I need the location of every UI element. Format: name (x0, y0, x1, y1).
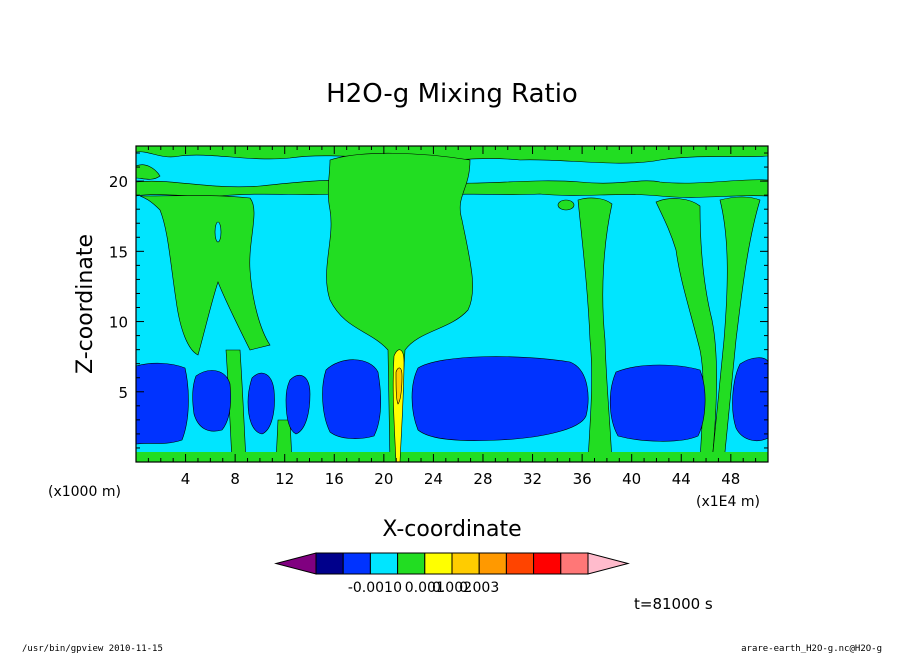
colorbar-swatch-7 (505, 552, 535, 575)
chart-title: H2O-g Mixing Ratio (326, 79, 578, 109)
right-green-column-2 (655, 198, 717, 462)
right-green-column-1 (577, 197, 613, 462)
bottom-green-strip (136, 452, 768, 462)
small-green-eddy (557, 199, 575, 211)
blue-blob-7 (609, 364, 706, 442)
y-axis-label: Z-coordinate (73, 234, 98, 374)
blue-blob-3 (247, 372, 275, 435)
x-unit-right: (x1E4 m) (696, 494, 760, 510)
time-label: t=81000 s (634, 595, 713, 613)
x-tick-label-12: 12 (275, 470, 294, 488)
colorbar-swatch-6 (478, 552, 507, 575)
x-tick-label-20: 20 (374, 470, 393, 488)
small-cyan-eddy (214, 221, 222, 243)
x-unit-left: (x1000 m) (48, 484, 121, 500)
colorbar-swatch-5 (451, 552, 480, 575)
colorbar-swatch-3 (397, 552, 426, 575)
x-tick-label-28: 28 (473, 470, 492, 488)
footer-left: /usr/bin/gpview 2010-11-15 (22, 644, 163, 654)
colorbar-swatch-2 (369, 552, 399, 575)
green-band-cap-left (136, 164, 161, 180)
colorbar-label-2: 0.001 (405, 580, 445, 596)
colorbar-swatch-0 (315, 552, 344, 575)
x-tick-label-16: 16 (325, 470, 344, 488)
plot-area (136, 146, 768, 462)
left-green-region (139, 195, 271, 356)
x-tick-label-48: 48 (721, 470, 740, 488)
colorbar-label-0: -0.001 (348, 580, 393, 596)
y-axis: 5 10 15 20 (109, 152, 768, 449)
colorbar-label-1: 0 (393, 580, 402, 596)
plot-frame (135, 145, 769, 463)
colorbar-arrow-right (587, 552, 630, 575)
x-tick-label-32: 32 (523, 470, 542, 488)
y-tick-label-5: 5 (118, 384, 128, 402)
colorbar-swatch-1 (342, 552, 371, 575)
y-tick-label-15: 15 (109, 243, 128, 261)
colorbar-swatch-4 (424, 552, 453, 575)
x-axis-label: X-coordinate (382, 517, 521, 542)
x-tick-label-44: 44 (672, 470, 691, 488)
colorbar-label-4: 0.003 (459, 580, 499, 596)
blue-blob-1 (136, 362, 189, 445)
x-tick-label-8: 8 (230, 470, 240, 488)
colorbar-label-3: 0.002 (432, 580, 472, 596)
blue-blob-6 (411, 356, 589, 441)
blue-blob-2 (192, 370, 232, 432)
x-tick-label-36: 36 (573, 470, 592, 488)
blue-blob-4 (285, 374, 311, 435)
central-green-column (326, 152, 473, 462)
x-tick-label-40: 40 (622, 470, 641, 488)
green-strip-12 (275, 419, 293, 462)
colorbar-swatch-8 (533, 552, 562, 575)
x-tick-label-24: 24 (424, 470, 443, 488)
orange-core (395, 367, 403, 405)
blue-blob-8 (732, 357, 768, 441)
colorbar-arrow-left (274, 552, 317, 575)
y-tick-label-10: 10 (109, 314, 128, 332)
right-green-column-3 (711, 196, 761, 462)
y-tick-label-20: 20 (109, 173, 128, 191)
x-tick-label-4: 4 (181, 470, 191, 488)
colorbar-swatch-9 (560, 552, 589, 575)
blue-blob-5 (322, 359, 381, 439)
x-axis: 4 8 12 16 20 24 28 32 36 40 44 48 (147, 146, 757, 488)
footer-right: arare-earth_H2O-g.nc@H2O-g (741, 644, 882, 654)
